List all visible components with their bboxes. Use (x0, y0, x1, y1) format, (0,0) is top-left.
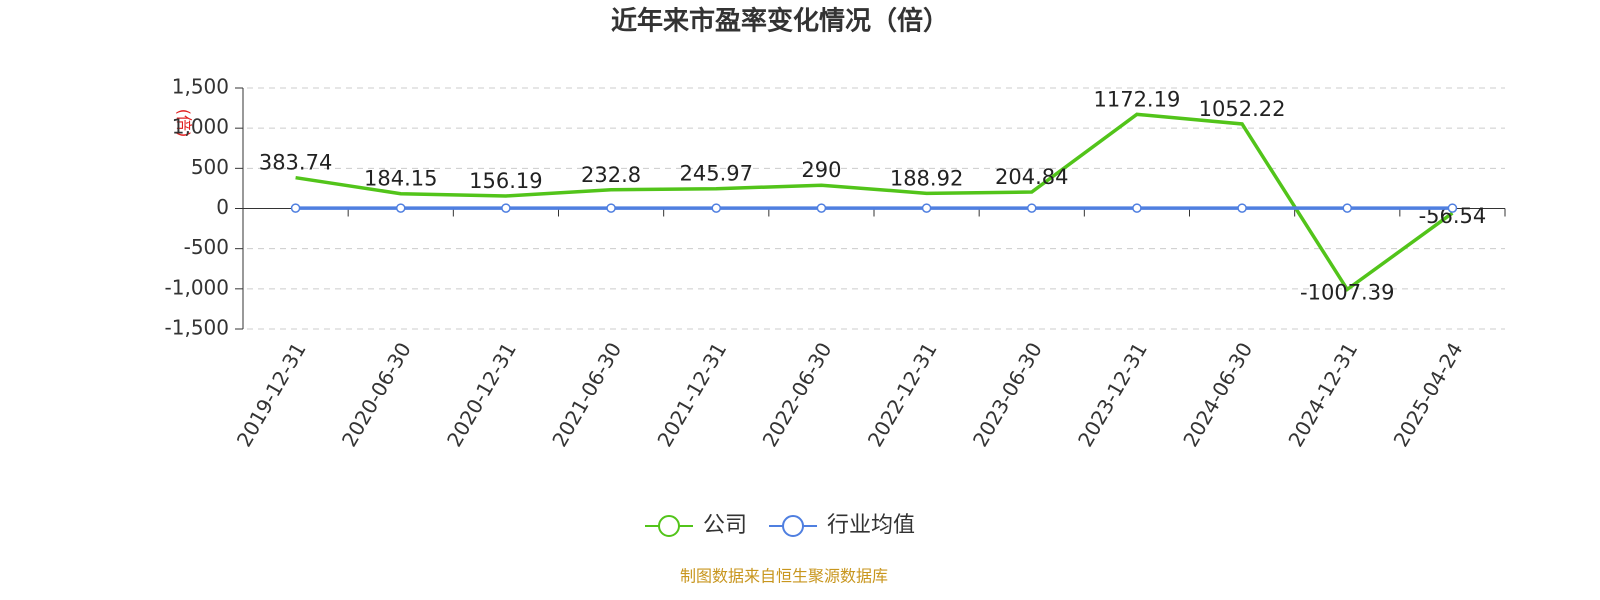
x-tick-label: 2024-12-31 (1283, 338, 1362, 451)
x-tick-label: 2019-12-31 (232, 338, 311, 451)
legend-marker (782, 515, 805, 537)
data-label: 1052.22 (1199, 97, 1286, 121)
y-tick-label: 0 (216, 195, 229, 219)
data-label: 245.97 (680, 162, 753, 186)
y-axis-label: (倍) (175, 109, 194, 138)
x-tick-label: 2021-12-31 (652, 338, 731, 451)
data-label: 1172.19 (1093, 87, 1180, 111)
data-label: 188.92 (890, 166, 963, 190)
x-tick-label: 2020-06-30 (337, 338, 416, 451)
series-point (711, 203, 721, 213)
y-tick-label: -500 (184, 235, 229, 259)
y-tick-label: -1,000 (165, 275, 229, 299)
series-point (1027, 203, 1037, 213)
data-label: 383.74 (259, 151, 332, 175)
series-point (1342, 203, 1352, 213)
series-point (1237, 203, 1247, 213)
x-tick-label: 2025-04-24 (1389, 338, 1468, 451)
y-tick-label: 1,000 (172, 115, 229, 139)
series-point (1447, 203, 1458, 213)
legend-label: 公司 (703, 513, 747, 538)
series-point (921, 203, 932, 213)
series-point (396, 203, 406, 213)
x-tick-label: 2022-06-30 (758, 338, 837, 451)
series-point (290, 203, 301, 213)
data-label: 232.8 (581, 163, 641, 187)
x-tick-label: 2022-12-31 (863, 338, 942, 451)
y-tick-label: -1,500 (165, 316, 229, 340)
x-tick-label: 2021-06-30 (547, 338, 626, 451)
series-point (816, 203, 827, 213)
series-line (295, 112, 1454, 292)
data-label: -1007.39 (1300, 280, 1394, 304)
x-tick-label: 2024-06-30 (1178, 338, 1257, 451)
series-point (606, 203, 616, 213)
data-label: 290 (801, 158, 841, 182)
legend-label: 行业均值 (827, 513, 915, 538)
chart-title: 近年来市盈率变化情况（倍） (611, 6, 949, 37)
x-tick-label: 2023-12-31 (1073, 338, 1152, 451)
data-label: 204.84 (995, 165, 1068, 189)
series-point (501, 203, 511, 213)
x-tick-label: 2023-06-30 (968, 338, 1047, 451)
source-note: 制图数据来自恒生聚源数据库 (680, 567, 888, 586)
series-point (1132, 203, 1142, 213)
x-tick-label: 2020-12-31 (442, 338, 521, 451)
y-tick-label: 500 (191, 155, 229, 179)
y-tick-label: 1,500 (172, 75, 229, 99)
legend-marker (658, 515, 680, 537)
data-label: 156.19 (469, 169, 542, 193)
data-label: 184.15 (364, 167, 437, 191)
